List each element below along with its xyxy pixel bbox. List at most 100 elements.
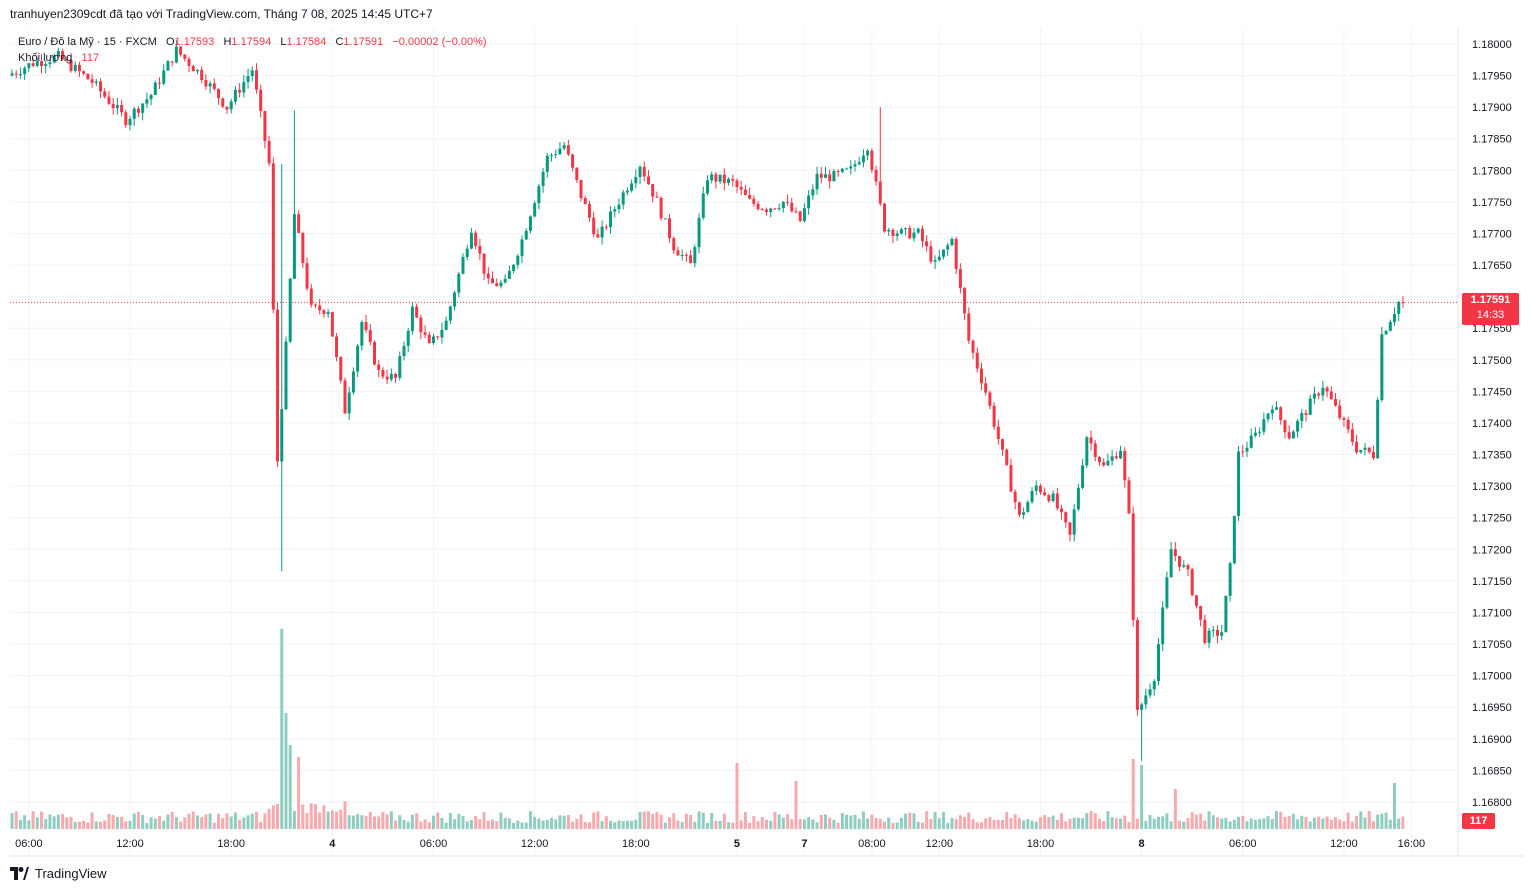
volume-bar [1249,818,1253,829]
volume-bar [217,813,221,829]
candle-body [503,278,507,283]
candle-body [1203,619,1207,643]
candle-body [613,209,617,212]
candle-body [229,101,233,110]
close-value: 1.17591 [343,36,384,48]
volume-bar [410,814,414,829]
x-tick-label: 8 [1139,838,1145,850]
candle-body [735,180,739,187]
volume-bar [259,821,263,829]
candle-body [739,186,743,190]
volume-bar [545,820,549,829]
candle-body [372,342,376,365]
candle-body [1308,398,1312,415]
volume-bar [141,815,145,829]
candle-body [958,269,962,288]
volume-bar [777,814,781,829]
candle-body [23,68,27,75]
candle-body [187,58,191,67]
volume-bar [191,811,195,829]
volume-bar [14,811,18,829]
volume-bar [975,822,979,829]
volume-bar [1081,818,1085,829]
volume-bar [440,817,444,829]
candle-body [10,73,14,76]
volume-bar [596,811,600,829]
volume-bar [99,821,103,829]
candle-body [849,166,853,169]
volume-bar [1186,817,1190,829]
x-tick-label: 18:00 [217,838,245,850]
candle-body [423,332,427,335]
volume-bar [1291,813,1295,829]
volume-bar [786,814,790,829]
volume-bar [1253,819,1257,829]
volume-bar [811,819,815,829]
volume-bar [625,820,629,829]
candle-body [1119,450,1123,459]
candle-body [191,66,195,72]
candle-body [1017,502,1021,515]
candle-body [1338,405,1342,418]
symbol-label[interactable]: Euro / Đô la Mỹ · 15 · FXCM [18,36,157,48]
candle-body [1266,413,1270,420]
candle-body [798,211,802,222]
candle-body [668,218,672,239]
last-volume-tag: 117 [1462,813,1495,829]
candle-body [360,321,364,346]
volume-bar [1397,818,1401,829]
x-tick-label: 18:00 [622,838,650,850]
volume-label[interactable]: Khối lượng [18,52,73,64]
volume-bar [23,815,27,829]
volume-bar [575,818,579,829]
volume-bar [1207,811,1211,829]
candle-body [385,376,389,380]
volume-bar [1131,759,1135,829]
candle-body [40,61,44,66]
candle-body [1178,556,1182,567]
volume-bar [651,814,655,829]
candle-body [1380,334,1384,400]
y-tick-label: 1.17800 [1472,165,1512,177]
candle-body [748,195,752,199]
volume-bar [1106,811,1110,829]
candle-body [1359,450,1363,453]
candle-body [963,287,967,314]
volume-bar [988,816,992,829]
candle-body [904,228,908,230]
candle-body [335,336,339,358]
candle-body [992,405,996,427]
candle-body [659,197,663,219]
candle-body [103,91,107,97]
volume-bar [781,817,785,829]
candle-body [537,186,541,204]
candle-body [697,217,701,248]
candle-body [579,180,583,199]
candle-body [840,168,844,172]
candle-body [1342,417,1346,420]
volume-bar [1262,818,1266,829]
volume-bar [609,820,613,829]
volume-bar [946,822,950,829]
volume-bar [1097,818,1101,829]
volume-bar [427,822,431,829]
candle-body [448,306,452,321]
candle-body [326,312,330,314]
candle-body [554,154,558,156]
low-label: L [280,36,287,48]
candle-body [1102,462,1106,466]
footer-brand[interactable]: TradingView [10,866,107,881]
y-tick-label: 1.17300 [1472,481,1512,493]
candle-body [292,214,296,279]
last-price-tag: 1.17591 14:33 [1462,293,1519,325]
volume-bar [899,817,903,829]
candle-body [920,228,924,242]
volume-bar [444,822,448,829]
candle-body [166,61,170,71]
candle-body [541,171,545,187]
candle-body [179,46,183,55]
volume-bar [646,811,650,829]
candle-body [1228,563,1232,596]
candle-body [44,64,48,66]
